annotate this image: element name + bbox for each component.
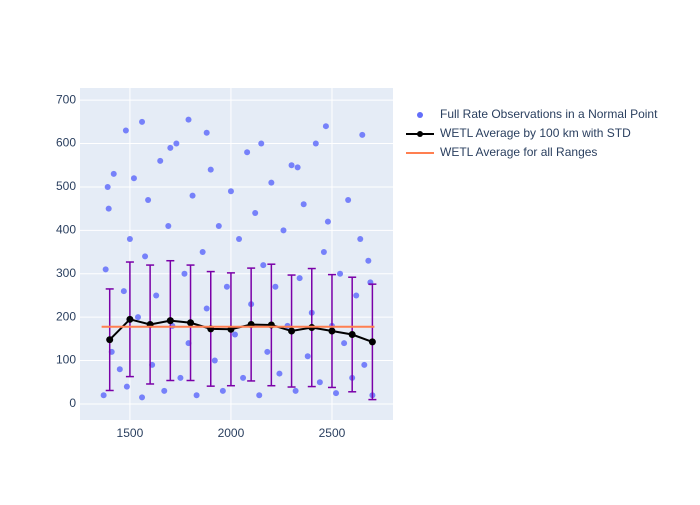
scatter-point — [288, 162, 295, 169]
scatter-point — [215, 223, 222, 230]
scatter-point — [236, 236, 243, 243]
y-tick-label: 500 — [56, 179, 76, 193]
y-tick-label: 0 — [69, 396, 76, 410]
scatter-point — [240, 374, 247, 381]
scatter-point — [203, 129, 210, 136]
scatter-point — [244, 149, 251, 156]
scatter-point — [219, 387, 226, 394]
scatter-point — [126, 236, 133, 243]
scatter-point — [231, 331, 238, 338]
scatter-point — [211, 357, 218, 364]
scatter-point — [359, 131, 366, 138]
scatter-point — [345, 196, 352, 203]
scatter-point — [268, 179, 275, 186]
scatter-point — [139, 394, 146, 401]
scatter-point — [256, 392, 263, 399]
legend: Full Rate Observations in a Normal Point… — [406, 107, 658, 159]
scatter-point — [110, 170, 117, 177]
scatter-point — [258, 140, 265, 147]
scatter-point — [177, 374, 184, 381]
plot-area — [80, 88, 393, 420]
y-tick-label: 700 — [56, 92, 76, 106]
scatter-point — [130, 175, 137, 182]
legend-swatch — [417, 112, 423, 118]
scatter-point — [120, 288, 127, 295]
scatter-point — [357, 236, 364, 243]
line-marker — [187, 319, 195, 327]
line-marker — [166, 317, 174, 325]
scatter-point — [145, 196, 152, 203]
scatter-point — [341, 340, 348, 347]
scatter-point — [272, 283, 279, 290]
scatter-point — [264, 348, 271, 355]
scatter-point — [102, 266, 109, 273]
legend-label: WETL Average for all Ranges — [440, 145, 597, 159]
y-tick-label: 200 — [56, 309, 76, 323]
scatter-point — [260, 262, 267, 269]
scatter-point — [123, 383, 130, 390]
line-marker — [348, 331, 356, 339]
scatter-point — [337, 270, 344, 277]
line-marker — [288, 327, 296, 335]
marks — [100, 116, 377, 401]
scatter-point — [173, 140, 180, 147]
scatter-point — [304, 353, 311, 360]
x-tick-label: 1500 — [117, 426, 144, 440]
scatter-point — [316, 379, 323, 386]
line-marker — [106, 336, 114, 344]
scatter-point — [292, 387, 299, 394]
scatter-point — [207, 166, 214, 173]
scatter-point — [365, 257, 372, 264]
scatter-point — [153, 292, 160, 299]
scatter-point — [142, 253, 149, 260]
scatter-point — [157, 157, 164, 164]
scatter-point — [300, 201, 307, 208]
scatter-point — [294, 164, 301, 171]
scatter-point — [165, 223, 172, 230]
x-tick-label: 2000 — [218, 426, 245, 440]
scatter-point — [116, 366, 123, 373]
scatter-point — [122, 127, 129, 134]
y-tick-label: 100 — [56, 353, 76, 367]
line-marker — [368, 338, 376, 346]
y-tick-label: 400 — [56, 223, 76, 237]
scatter-point — [100, 392, 107, 399]
scatter-point — [312, 140, 319, 147]
scatter-point — [227, 188, 234, 195]
scatter-point — [104, 183, 111, 190]
scatter-point — [276, 370, 283, 377]
scatter-point — [322, 123, 329, 130]
scatter-point — [199, 249, 206, 256]
scatter-point — [333, 390, 340, 397]
scatter-point — [223, 283, 230, 290]
scatter-point — [252, 209, 259, 216]
legend-label: WETL Average by 100 km with STD — [440, 126, 631, 140]
scatter-point — [324, 218, 331, 225]
scatter-point — [134, 314, 141, 321]
scatter-point — [320, 249, 327, 256]
scatter-point — [167, 144, 174, 151]
line-marker — [328, 327, 336, 335]
legend-label: Full Rate Observations in a Normal Point — [440, 107, 658, 121]
scatter-point — [353, 292, 360, 299]
scatter-point — [181, 270, 188, 277]
scatter-point — [280, 227, 287, 234]
scatter-point — [139, 118, 146, 125]
legend-swatch — [417, 131, 423, 137]
y-tick-label: 300 — [56, 266, 76, 280]
scatter-point — [161, 387, 168, 394]
y-tick-label: 600 — [56, 136, 76, 150]
scatter-point — [105, 205, 112, 212]
line-marker — [126, 315, 134, 323]
scatter-point — [296, 275, 303, 282]
x-tick-label: 2500 — [319, 426, 346, 440]
scatter-point — [193, 392, 200, 399]
scatter-point — [189, 192, 196, 199]
scatter-point — [361, 361, 368, 368]
scatter-point — [185, 116, 192, 123]
scatter-point — [203, 305, 210, 312]
